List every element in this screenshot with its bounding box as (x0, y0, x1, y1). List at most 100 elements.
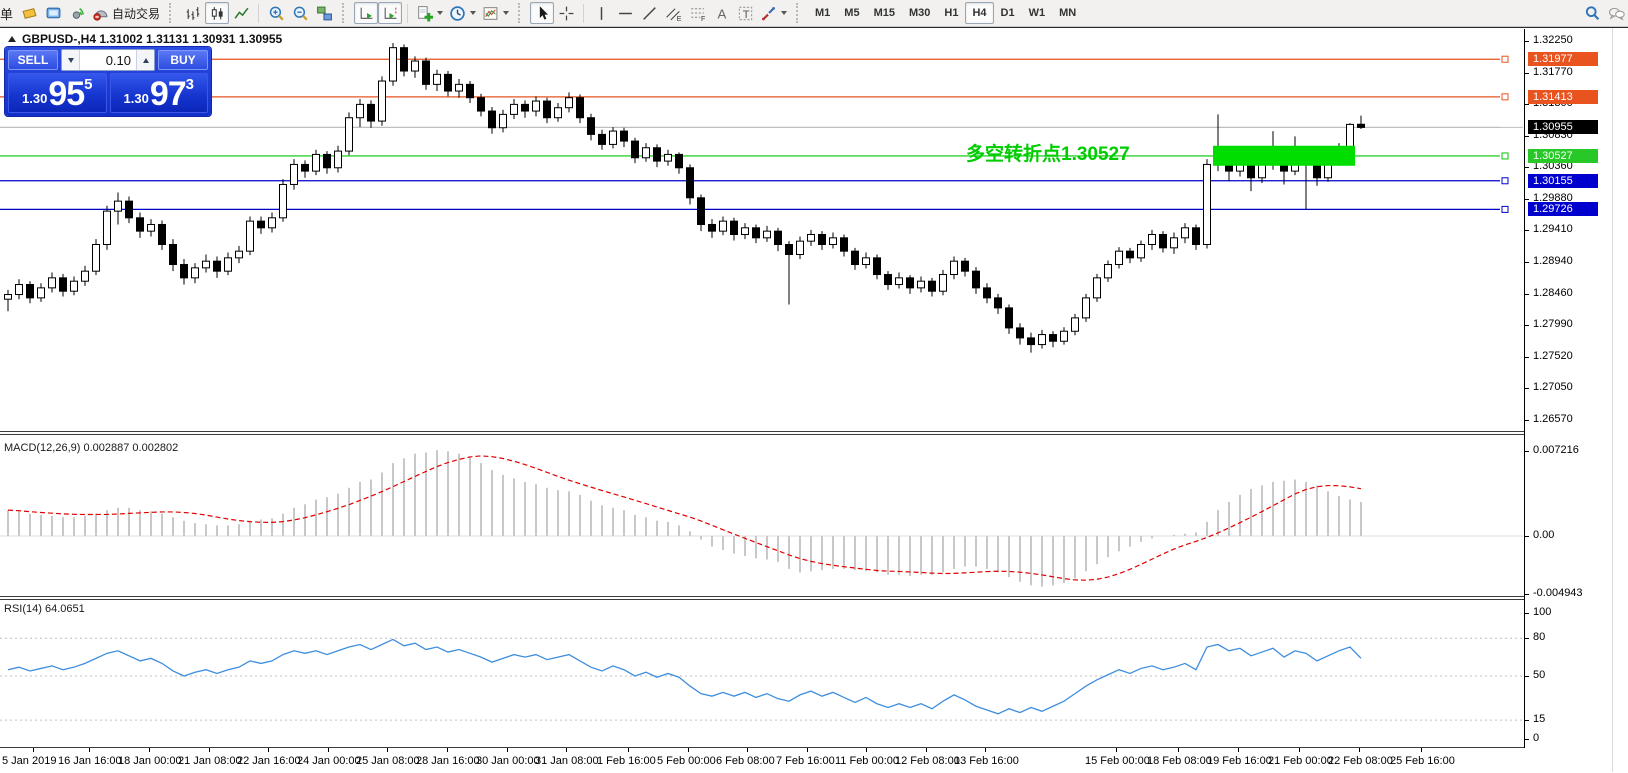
text-label-button[interactable]: T (733, 2, 757, 24)
time-axis-label: 21 Jan 08:00 (178, 755, 242, 767)
timeframe-mn-label: MN (1059, 7, 1077, 19)
timeframe-mn[interactable]: MN (1052, 2, 1083, 24)
chart-window-button[interactable] (17, 2, 41, 24)
ask-price-prefix: 1.30 (123, 91, 149, 106)
chevron-down-icon[interactable] (781, 11, 788, 15)
time-axis-tick (328, 748, 329, 752)
timeframe-m30[interactable]: M30 (902, 2, 937, 24)
toolbar-drag-handle[interactable] (796, 3, 804, 23)
timeframe-d1[interactable]: D1 (994, 2, 1022, 24)
sell-price-box[interactable]: 1.30 95 5 (8, 73, 107, 113)
buy-price-box[interactable]: 1.30 97 3 (109, 73, 208, 113)
bar-chart-button[interactable] (181, 2, 205, 24)
time-axis-tick (387, 748, 388, 752)
timeframe-m15[interactable]: M15 (867, 2, 902, 24)
timeframe-m15-label: M15 (873, 7, 895, 19)
sell-button[interactable]: SELL (8, 50, 58, 70)
cursor-button[interactable] (530, 2, 555, 24)
volume-decrease-button[interactable] (62, 50, 80, 70)
market-watch-button[interactable] (41, 2, 65, 24)
time-axis-label: 1 Feb 16:00 (597, 755, 656, 767)
zoom-in-icon (268, 5, 285, 22)
window-right-edge (1612, 28, 1613, 772)
autotrading-button[interactable]: 自动交易 (89, 2, 163, 24)
chevron-down-icon[interactable] (503, 11, 510, 15)
rsi-tick-mark (1525, 720, 1529, 722)
ask-price-big: 97 (149, 75, 187, 113)
price-tick-mark (1525, 293, 1529, 295)
bid-price-prefix: 1.30 (22, 91, 48, 106)
auto-scroll-button[interactable] (354, 2, 379, 24)
rsi-tick-mark (1525, 613, 1529, 614)
cursor-icon (534, 5, 551, 22)
templates-icon (482, 5, 499, 22)
timeframe-m5[interactable]: M5 (837, 2, 866, 24)
price-axis[interactable]: 1.322501.317701.313001.308301.303601.298… (1524, 29, 1628, 748)
rsi-tick-label: 100 (1533, 606, 1552, 618)
timeframe-w1[interactable]: W1 (1022, 2, 1053, 24)
price-level-badge: 1.30155 (1528, 173, 1598, 188)
line-chart-button[interactable] (229, 2, 253, 24)
new-chart-icon (416, 5, 434, 22)
svg-text:A: A (717, 6, 726, 21)
price-level-badge: 1.31413 (1528, 89, 1598, 104)
price-tick-label: 1.26570 (1533, 412, 1573, 425)
toolbar-drag-handle[interactable] (518, 3, 526, 23)
crosshair-button[interactable] (554, 2, 578, 24)
candlestick-chart-icon (209, 5, 226, 22)
rsi-tick-mark (1525, 676, 1529, 677)
time-axis-label: 18 Jan 00:00 (118, 755, 182, 767)
price-tick-mark (1525, 356, 1529, 358)
templates-button[interactable] (479, 2, 512, 24)
horizontal-line-button[interactable] (613, 2, 637, 24)
volume-increase-button[interactable] (136, 50, 154, 70)
price-tick-label: 1.31770 (1533, 66, 1573, 79)
fibonacci-button[interactable]: F (685, 2, 709, 24)
timeframe-h4[interactable]: H4 (965, 2, 994, 24)
text-button[interactable]: A (709, 2, 733, 24)
time-axis-tick (747, 748, 748, 752)
time-axis-label: 12 Feb 08:00 (895, 755, 960, 767)
zoom-out-button[interactable] (288, 2, 312, 24)
time-axis-label: 22 Jan 16:00 (237, 755, 301, 767)
time-axis-label: 25 Feb 16:00 (1390, 755, 1455, 767)
time-axis-tick (688, 748, 689, 752)
time-axis-tick (985, 748, 986, 752)
equidistant-channel-button[interactable]: E (661, 2, 685, 24)
toolbar-drag-handle[interactable] (342, 3, 350, 23)
timeframe-m1[interactable]: M1 (808, 2, 837, 24)
panel-collapse-arrow-icon[interactable] (8, 36, 16, 42)
toolbar-drag-handle[interactable] (169, 3, 177, 23)
chevron-down-icon[interactable] (437, 11, 444, 15)
buy-button[interactable]: BUY (158, 50, 208, 70)
time-axis-tick (807, 748, 808, 752)
time-axis-tick (1178, 748, 1179, 752)
bid-price-pip: 5 (84, 76, 93, 93)
market-watch-icon (45, 5, 62, 22)
time-axis-label: 13 Feb 16:00 (954, 755, 1019, 767)
search-button[interactable] (1580, 2, 1604, 24)
candlestick-chart-button[interactable] (205, 2, 230, 24)
trendline-button[interactable] (637, 2, 661, 24)
chart-plot[interactable]: 多空转折点1.30527 (0, 29, 1524, 748)
volume-input[interactable] (80, 50, 136, 70)
vertical-line-button[interactable] (589, 2, 613, 24)
periods-button[interactable] (446, 2, 479, 24)
macd-indicator-label: MACD(12,26,9) 0.002887 0.002802 (4, 442, 179, 454)
chat-button[interactable] (1604, 2, 1628, 24)
time-axis-tick (628, 748, 629, 752)
chevron-down-icon[interactable] (470, 11, 477, 15)
signals-button[interactable] (65, 2, 89, 24)
toolbar-separator (258, 3, 260, 23)
timeframe-h1[interactable]: H1 (937, 2, 965, 24)
new-chart-button[interactable] (413, 2, 446, 24)
rsi-tick-label: 80 (1533, 631, 1546, 644)
time-axis[interactable]: 5 Jan 2019 16 Jan 16:00 18 Jan 00:00 21 Jan… (0, 748, 1524, 773)
chart-title-bar: GBPUSD-,H4 1.31002 1.31131 1.30931 1.309… (8, 32, 282, 46)
volume-stepper (61, 49, 155, 71)
arrows-button[interactable] (757, 2, 790, 24)
tile-windows-button[interactable] (312, 2, 336, 24)
new-order-button[interactable]: 单 (0, 2, 17, 24)
chart-shift-button[interactable] (378, 2, 403, 24)
zoom-in-button[interactable] (264, 2, 288, 24)
